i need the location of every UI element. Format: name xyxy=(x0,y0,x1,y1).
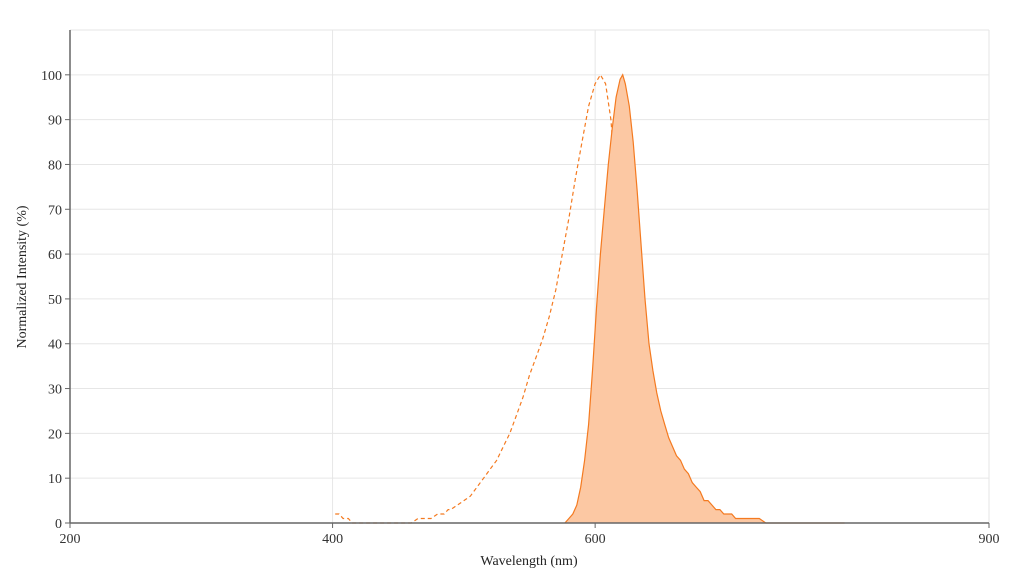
y-tick-label: 90 xyxy=(48,114,62,129)
tick-labels: 0 10 20 30 40 50 60 70 80 90 100 200 400 600 900 xyxy=(41,69,1000,547)
axes xyxy=(65,30,990,528)
emission-area xyxy=(564,74,845,524)
y-tick-label: 80 xyxy=(48,158,62,173)
x-tick-label: 600 xyxy=(585,532,606,547)
y-tick-label: 30 xyxy=(48,383,62,398)
emission-line xyxy=(564,73,845,524)
y-tick-label: 70 xyxy=(48,203,62,218)
y-tick-label: 60 xyxy=(48,248,62,263)
y-axis-label: Normalized Intensity (%) xyxy=(15,205,30,348)
x-axis-label: Wavelength (nm) xyxy=(480,554,578,569)
y-tick-label: 50 xyxy=(48,293,62,308)
y-tick-label: 10 xyxy=(48,472,62,487)
series-layer xyxy=(335,73,845,524)
y-tick-label: 100 xyxy=(41,69,62,84)
grid-lines xyxy=(70,29,990,523)
x-tick-label: 400 xyxy=(322,532,343,547)
y-tick-label: 40 xyxy=(48,338,62,353)
y-tick-label: 0 xyxy=(55,517,62,532)
excitation-line xyxy=(335,73,646,524)
x-tick-label: 200 xyxy=(60,532,81,547)
y-tick-label: 20 xyxy=(48,427,62,442)
x-tick-label: 900 xyxy=(979,532,1000,547)
